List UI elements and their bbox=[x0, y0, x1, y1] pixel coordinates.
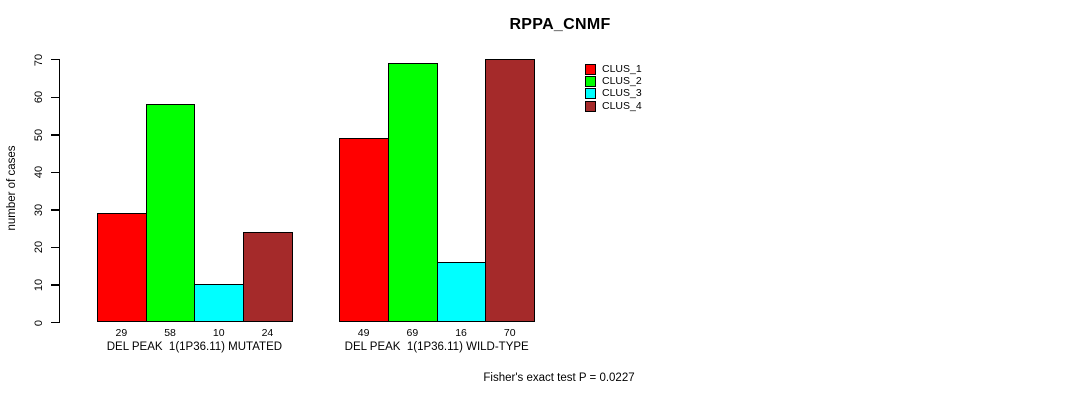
legend-label: CLUS_4 bbox=[602, 99, 642, 112]
legend-swatch bbox=[585, 88, 596, 100]
y-tick bbox=[51, 171, 59, 174]
bar-CLUS_4-group1 bbox=[243, 231, 293, 322]
bar-CLUS_2-group2 bbox=[388, 62, 438, 322]
legend-item: CLUS_3 bbox=[585, 88, 642, 100]
bar-CLUS_3-group1 bbox=[194, 284, 245, 322]
bar-value-label: 69 bbox=[406, 327, 419, 339]
bar-CLUS_1-group1 bbox=[97, 213, 147, 322]
bar-CLUS_3-group2 bbox=[436, 261, 487, 322]
group-label: DEL PEAK 1(1P36.11) WILD-TYPE bbox=[344, 341, 529, 353]
y-tick bbox=[51, 322, 59, 324]
bar-value-label: 16 bbox=[455, 327, 467, 339]
y-tick-label: 20 bbox=[33, 241, 45, 254]
group-label: DEL PEAK 1(1P36.11) MUTATED bbox=[106, 341, 283, 353]
chart-title: RPPA_CNMF bbox=[509, 16, 611, 33]
bar-CLUS_2-group1 bbox=[145, 104, 196, 322]
legend-swatch bbox=[585, 76, 596, 88]
y-tick-label: 60 bbox=[33, 90, 45, 104]
y-tick bbox=[51, 134, 59, 136]
y-tick-label: 0 bbox=[33, 319, 45, 326]
y-tick bbox=[51, 96, 59, 98]
bar-value-label: 58 bbox=[164, 327, 176, 339]
legend-item: CLUS_1 bbox=[585, 63, 642, 75]
y-tick-label: 40 bbox=[33, 166, 45, 179]
y-tick bbox=[51, 209, 59, 211]
bar-value-label: 49 bbox=[357, 327, 370, 339]
y-tick bbox=[51, 59, 59, 61]
legend: CLUS_1 CLUS_2 CLUS_3 CLUS_4 bbox=[585, 63, 642, 113]
bar-value-label: 10 bbox=[212, 327, 225, 339]
legend-item: CLUS_4 bbox=[585, 100, 642, 112]
bar-value-label: 24 bbox=[261, 327, 274, 339]
legend-label: CLUS_2 bbox=[602, 75, 642, 88]
y-tick bbox=[51, 246, 59, 249]
y-tick-label: 50 bbox=[33, 128, 45, 141]
legend-swatch bbox=[585, 100, 596, 112]
bar-CLUS_4-group2 bbox=[485, 59, 536, 322]
legend-item: CLUS_2 bbox=[585, 75, 642, 88]
bar-value-label: 29 bbox=[115, 327, 128, 339]
y-tick-label: 10 bbox=[33, 278, 45, 292]
y-tick-label: 70 bbox=[33, 53, 45, 66]
fisher-test-annotation: Fisher's exact test P = 0.0227 bbox=[483, 372, 635, 384]
legend-label: CLUS_3 bbox=[602, 87, 642, 100]
y-tick-label: 30 bbox=[33, 203, 45, 216]
y-axis-line bbox=[59, 59, 61, 323]
legend-swatch bbox=[585, 63, 596, 75]
bar-value-label: 70 bbox=[503, 327, 516, 339]
y-tick bbox=[51, 284, 59, 286]
bar-CLUS_1-group2 bbox=[339, 137, 389, 322]
legend-label: CLUS_1 bbox=[602, 62, 642, 75]
